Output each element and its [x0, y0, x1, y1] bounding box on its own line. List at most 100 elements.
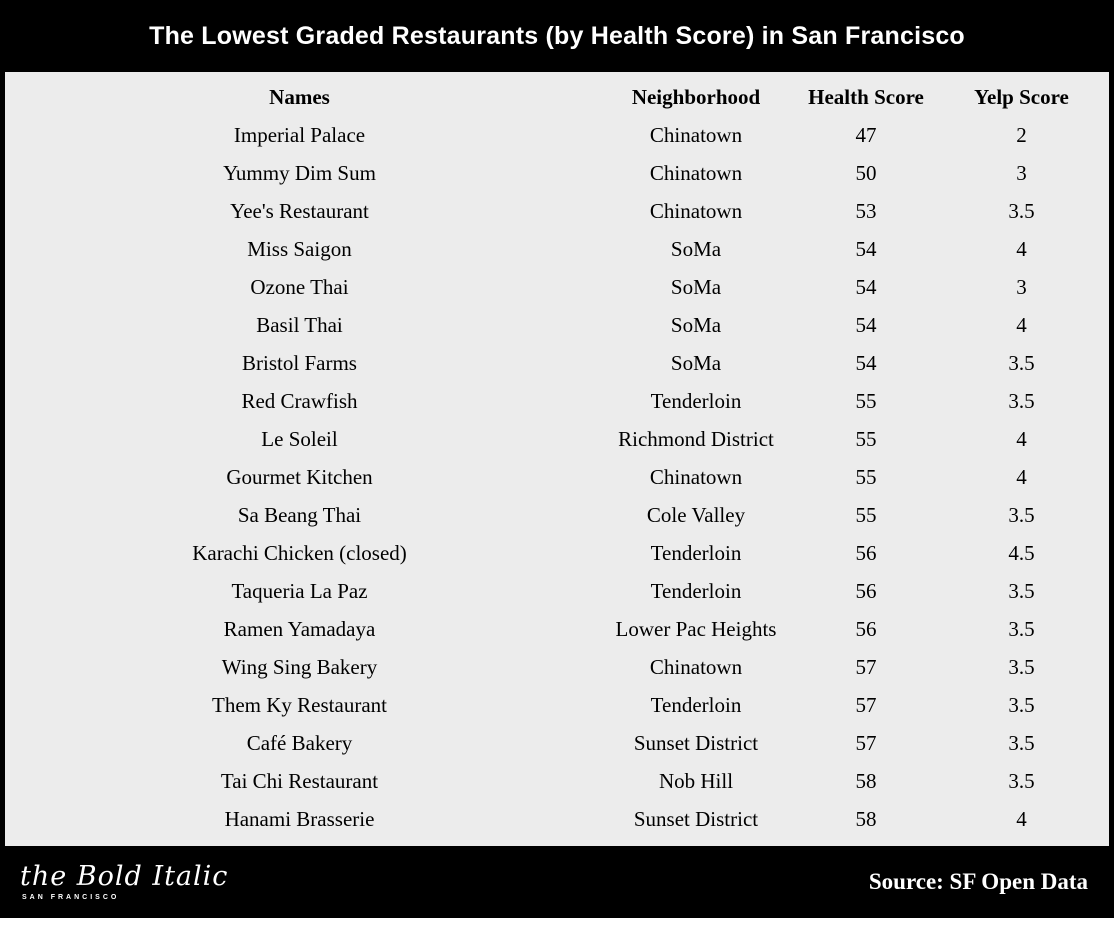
cell-neighborhood: Cole Valley	[646, 502, 746, 527]
cell-names: Gourmet Kitchen	[226, 464, 373, 489]
cell-names: Wing Sing Bakery	[221, 654, 378, 679]
cell-health-score: 56	[855, 540, 877, 565]
table-row: Le Soleil Richmond District 55 4	[5, 420, 1109, 458]
cell-neighborhood: SoMa	[670, 312, 722, 337]
cell-health-score: 57	[855, 730, 877, 755]
cell-yelp-score: 3.5	[1008, 692, 1035, 717]
cell-health-score: 54	[855, 236, 877, 261]
cell-health-score: 55	[855, 502, 877, 527]
cell-names: Basil Thai	[256, 312, 343, 337]
cell-yelp-score: 4.5	[1008, 540, 1035, 565]
cell-names: Tai Chi Restaurant	[220, 768, 379, 793]
table-row: Ramen Yamadaya Lower Pac Heights 56 3.5	[5, 610, 1109, 648]
cell-names: Imperial Palace	[233, 122, 366, 147]
table-row: Sa Beang Thai Cole Valley 55 3.5	[5, 496, 1109, 534]
table-row: Miss Saigon SoMa 54 4	[5, 230, 1109, 268]
cell-health-score: 54	[855, 312, 877, 337]
cell-neighborhood: Chinatown	[649, 160, 743, 185]
cell-health-score: 53	[855, 198, 877, 223]
cell-names: Café Bakery	[246, 730, 353, 755]
cell-neighborhood: Lower Pac Heights	[615, 616, 777, 641]
table-body: Imperial Palace Chinatown 47 2 Yummy Dim Sum…	[5, 116, 1109, 838]
cell-health-score: 47	[855, 122, 877, 147]
bold-italic-logo: the Bold Italic SAN FRANCISCO	[20, 863, 228, 901]
table-row: Hanami Brasserie Sunset District 58 4	[5, 800, 1109, 838]
cell-health-score: 56	[855, 578, 877, 603]
cell-neighborhood: Tenderloin	[650, 388, 742, 413]
bottom-margin-strip	[0, 918, 1114, 926]
header-row: Names Neighborhood Health Score Yelp Score	[5, 78, 1109, 116]
cell-names: Them Ky Restaurant	[212, 692, 387, 717]
table-row: Basil Thai SoMa 54 4	[5, 306, 1109, 344]
cell-yelp-score: 3.5	[1008, 198, 1035, 223]
cell-yelp-score: 4	[1016, 236, 1027, 261]
cell-yelp-score: 4	[1016, 312, 1027, 337]
footer-bar: the Bold Italic SAN FRANCISCO Source: SF…	[0, 846, 1114, 918]
cell-names: Ramen Yamadaya	[223, 616, 376, 641]
cell-neighborhood: Nob Hill	[658, 768, 734, 793]
cell-yelp-score: 4	[1016, 464, 1027, 489]
cell-names: Bristol Farms	[242, 350, 357, 375]
table-row: Karachi Chicken (closed) Tenderloin 56 4.5	[5, 534, 1109, 572]
table-row: Taqueria La Paz Tenderloin 56 3.5	[5, 572, 1109, 610]
cell-health-score: 56	[855, 616, 877, 641]
cell-yelp-score: 3.5	[1008, 388, 1035, 413]
cell-names: Yummy Dim Sum	[223, 160, 376, 185]
cell-health-score: 58	[855, 806, 877, 831]
cell-neighborhood: SoMa	[670, 350, 722, 375]
column-header-yelp-score: Yelp Score	[974, 84, 1069, 109]
cell-yelp-score: 3.5	[1008, 654, 1035, 679]
table-row: Yummy Dim Sum Chinatown 50 3	[5, 154, 1109, 192]
page-title: The Lowest Graded Restaurants (by Health…	[149, 21, 965, 50]
cell-health-score: 55	[855, 426, 877, 451]
cell-health-score: 50	[855, 160, 877, 185]
cell-health-score: 55	[855, 388, 877, 413]
cell-health-score: 54	[855, 274, 877, 299]
table-area: Names Neighborhood Health Score Yelp Score …	[0, 72, 1114, 846]
table-row: Them Ky Restaurant Tenderloin 57 3.5	[5, 686, 1109, 724]
cell-neighborhood: Chinatown	[649, 198, 743, 223]
table-row: Imperial Palace Chinatown 47 2	[5, 116, 1109, 154]
cell-yelp-score: 3	[1016, 274, 1027, 299]
cell-neighborhood: Sunset District	[633, 730, 759, 755]
cell-names: Le Soleil	[261, 426, 338, 451]
cell-yelp-score: 3.5	[1008, 616, 1035, 641]
cell-yelp-score: 4	[1016, 426, 1027, 451]
restaurant-table: Names Neighborhood Health Score Yelp Score …	[5, 78, 1109, 838]
table-row: Bristol Farms SoMa 54 3.5	[5, 344, 1109, 382]
table-row: Café Bakery Sunset District 57 3.5	[5, 724, 1109, 762]
cell-health-score: 57	[855, 654, 877, 679]
cell-names: Yee's Restaurant	[230, 198, 369, 223]
cell-neighborhood: Tenderloin	[650, 692, 742, 717]
column-header-health-score: Health Score	[808, 84, 924, 109]
logo-subtext: SAN FRANCISCO	[22, 894, 120, 901]
cell-names: Red Crawfish	[241, 388, 358, 413]
cell-neighborhood: SoMa	[670, 236, 722, 261]
cell-yelp-score: 3	[1016, 160, 1027, 185]
logo-script-text: the Bold Italic	[20, 861, 229, 892]
source-credit: Source: SF Open Data	[868, 869, 1088, 894]
cell-neighborhood: Tenderloin	[650, 540, 742, 565]
cell-neighborhood: Chinatown	[649, 464, 743, 489]
cell-names: Taqueria La Paz	[231, 578, 368, 603]
cell-health-score: 58	[855, 768, 877, 793]
column-header-neighborhood: Neighborhood	[631, 84, 761, 109]
cell-names: Miss Saigon	[247, 236, 352, 261]
table-row: Wing Sing Bakery Chinatown 57 3.5	[5, 648, 1109, 686]
cell-names: Hanami Brasserie	[224, 806, 375, 831]
column-header-names: Names	[269, 84, 330, 109]
cell-yelp-score: 3.5	[1008, 578, 1035, 603]
table-row: Yee's Restaurant Chinatown 53 3.5	[5, 192, 1109, 230]
table-row: Tai Chi Restaurant Nob Hill 58 3.5	[5, 762, 1109, 800]
table-row: Ozone Thai SoMa 54 3	[5, 268, 1109, 306]
table-row: Red Crawfish Tenderloin 55 3.5	[5, 382, 1109, 420]
cell-names: Karachi Chicken (closed)	[192, 540, 407, 565]
cell-yelp-score: 3.5	[1008, 730, 1035, 755]
cell-neighborhood: Chinatown	[649, 654, 743, 679]
cell-neighborhood: Tenderloin	[650, 578, 742, 603]
cell-yelp-score: 4	[1016, 806, 1027, 831]
table-row: Gourmet Kitchen Chinatown 55 4	[5, 458, 1109, 496]
table-header-row: Names Neighborhood Health Score Yelp Score	[5, 78, 1109, 116]
cell-neighborhood: Sunset District	[633, 806, 759, 831]
